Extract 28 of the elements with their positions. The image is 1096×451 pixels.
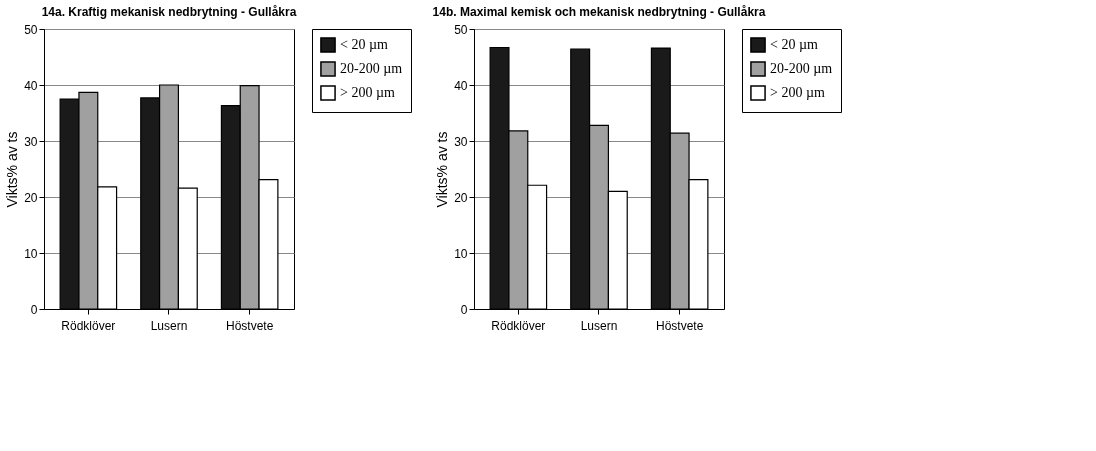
x-tick-label: Höstvete <box>225 318 274 333</box>
legend-label: < 20 µm <box>770 37 818 52</box>
legend-label: 20-200 µm <box>340 61 403 76</box>
y-tick-label: 20 <box>24 190 38 205</box>
x-tick-label: Lusern <box>150 318 188 333</box>
y-axis-title: Vikts% av ts <box>4 131 21 208</box>
y-tick-label: 40 <box>24 78 38 93</box>
y-tick-label: 10 <box>454 246 468 261</box>
y-axis-title: Vikts% av ts <box>434 131 451 208</box>
legend-label: 20-200 µm <box>770 61 833 76</box>
chart-title: 14a. Kraftig mekanisk nedbrytning - Gullåkra <box>41 5 297 19</box>
y-tick-label: 20 <box>454 190 468 205</box>
legend-label: < 20 µm <box>340 37 388 52</box>
x-tick-label: Rödklöver <box>61 318 116 333</box>
x-tick-label: Rödklöver <box>491 318 546 333</box>
y-tick-label: 50 <box>24 22 38 37</box>
y-tick-label: 40 <box>454 78 468 93</box>
legend-label: > 200 µm <box>770 85 825 100</box>
y-tick-label: 30 <box>454 134 468 149</box>
x-tick-label: Lusern <box>580 318 618 333</box>
chart-title: 14b. Maximal kemisk och mekanisk nedbrytning - Gullåkra <box>432 5 766 19</box>
x-tick-label: Höstvete <box>655 318 704 333</box>
y-tick-label: 50 <box>454 22 468 37</box>
y-tick-label: 0 <box>460 302 468 317</box>
y-tick-label: 10 <box>24 246 38 261</box>
y-tick-label: 0 <box>30 302 38 317</box>
legend-label: > 200 µm <box>340 85 395 100</box>
y-tick-label: 30 <box>24 134 38 149</box>
